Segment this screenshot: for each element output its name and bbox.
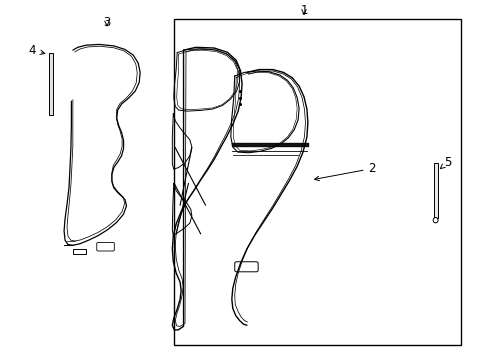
Text: 4: 4 (29, 44, 45, 57)
Bar (173, 19, 461, 345)
Text: 1: 1 (300, 4, 307, 17)
Polygon shape (49, 53, 53, 116)
Polygon shape (73, 249, 86, 253)
Text: 5: 5 (440, 156, 450, 169)
Ellipse shape (432, 217, 437, 223)
Polygon shape (433, 163, 437, 218)
FancyBboxPatch shape (97, 242, 114, 251)
Text: 3: 3 (103, 16, 110, 29)
Text: 2: 2 (314, 162, 375, 181)
